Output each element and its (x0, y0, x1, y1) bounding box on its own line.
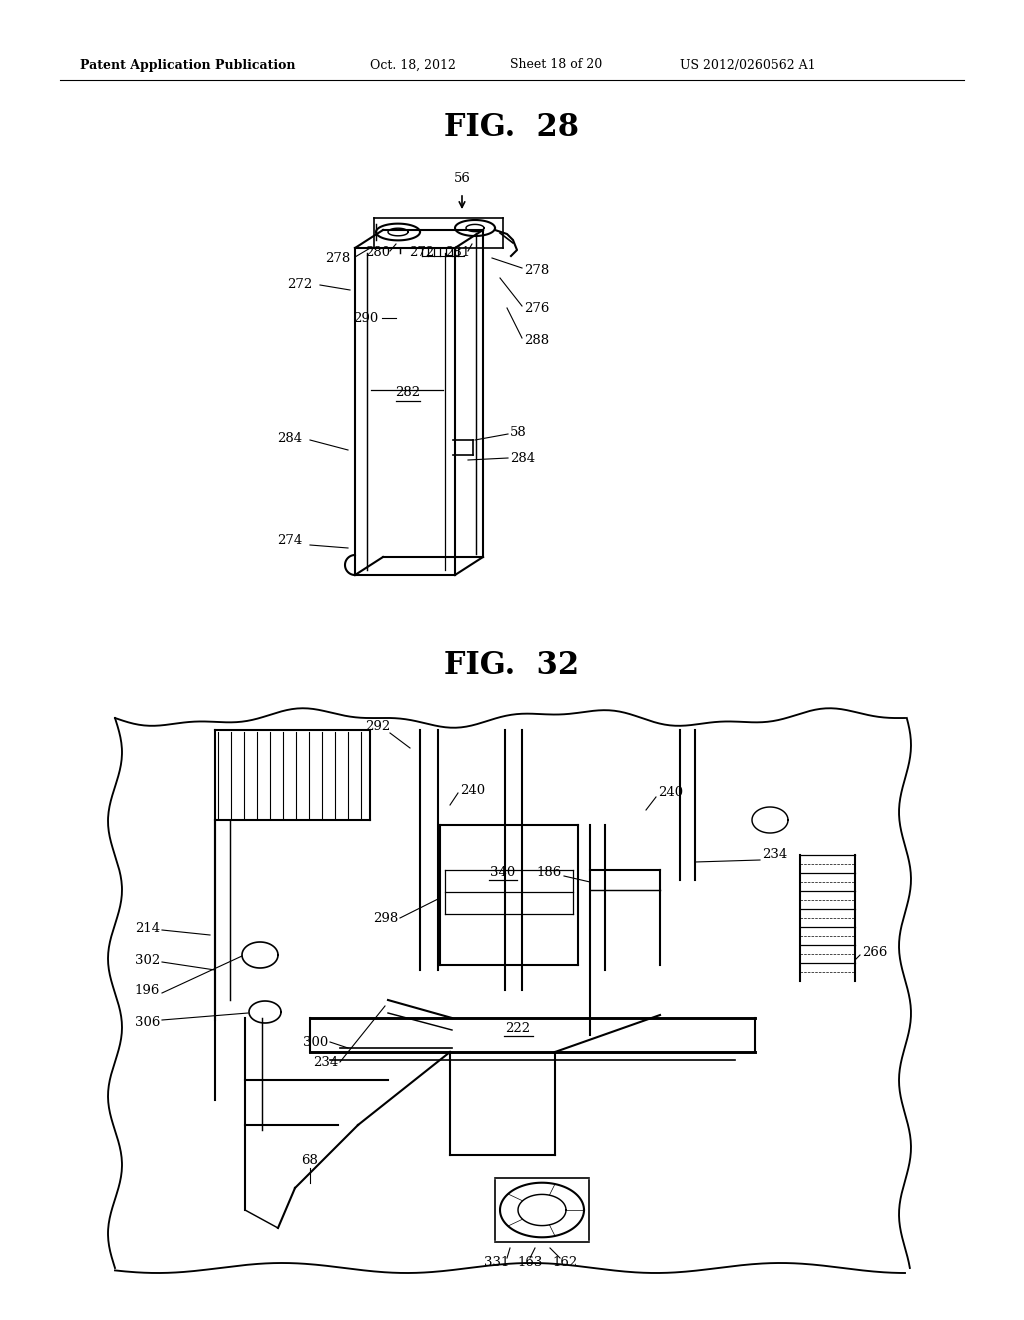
Text: 58: 58 (510, 425, 526, 438)
Text: 302: 302 (135, 953, 160, 966)
Text: 288: 288 (524, 334, 549, 346)
Text: US 2012/0260562 A1: US 2012/0260562 A1 (680, 58, 816, 71)
Text: 278: 278 (524, 264, 549, 276)
Text: 340: 340 (490, 866, 516, 879)
Text: 240: 240 (658, 787, 683, 800)
Text: 284: 284 (510, 451, 536, 465)
Text: 278: 278 (326, 252, 350, 264)
Text: Sheet 18 of 20: Sheet 18 of 20 (510, 58, 602, 71)
Text: 331: 331 (484, 1257, 510, 1270)
Text: 272: 272 (288, 279, 312, 292)
Text: 162: 162 (552, 1257, 578, 1270)
Text: 281: 281 (445, 246, 471, 259)
Text: 274: 274 (276, 533, 302, 546)
Text: FIG.  32: FIG. 32 (444, 649, 580, 681)
Text: 68: 68 (301, 1154, 318, 1167)
Text: 240: 240 (460, 784, 485, 796)
Text: 284: 284 (276, 432, 302, 445)
Text: 298: 298 (373, 912, 398, 924)
Text: 186: 186 (537, 866, 562, 879)
Text: Patent Application Publication: Patent Application Publication (80, 58, 296, 71)
Text: 292: 292 (366, 721, 390, 734)
Text: 222: 222 (506, 1022, 530, 1035)
Text: 56: 56 (454, 172, 470, 185)
Text: 282: 282 (395, 387, 421, 400)
Text: FIG.  28: FIG. 28 (444, 112, 580, 144)
Text: Oct. 18, 2012: Oct. 18, 2012 (370, 58, 456, 71)
Text: 234: 234 (762, 849, 787, 862)
Text: 266: 266 (862, 945, 888, 958)
Text: 276: 276 (524, 301, 549, 314)
Text: 306: 306 (134, 1015, 160, 1028)
Text: 300: 300 (303, 1035, 328, 1048)
Text: 196: 196 (134, 983, 160, 997)
Text: 163: 163 (517, 1257, 543, 1270)
Text: 272: 272 (410, 246, 434, 259)
Text: 280: 280 (366, 246, 390, 259)
Text: 214: 214 (135, 921, 160, 935)
Text: 290: 290 (352, 312, 378, 325)
Text: 234: 234 (312, 1056, 338, 1068)
